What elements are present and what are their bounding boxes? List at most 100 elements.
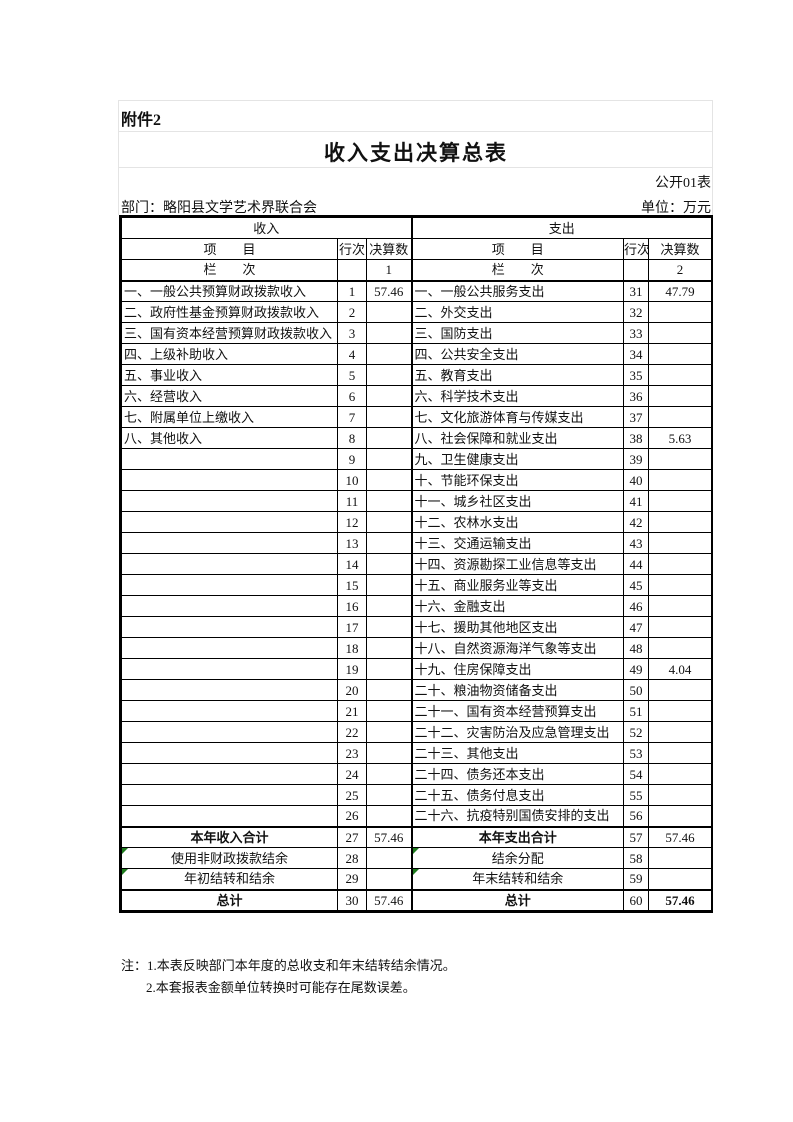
income-rowno-cell: 14 <box>337 553 367 575</box>
income-item-cell: 三、国有资本经营预算财政拨款收入 <box>121 322 338 344</box>
table-row: 16 十六、金融支出 46 <box>121 595 712 617</box>
expense-amount-cell <box>648 553 712 575</box>
expense-amount-cell <box>648 637 712 659</box>
expense-rowno-cell: 34 <box>623 343 649 365</box>
table-row: 13 十三、交通运输支出 43 <box>121 532 712 554</box>
expense-item-cell: 本年支出合计 <box>410 825 624 848</box>
expense-item-cell: 二十六、抗疫特别国债安排的支出 <box>410 805 624 827</box>
expense-rowno-cell: 38 <box>623 427 649 449</box>
expense-amount-cell: 47.79 <box>648 280 712 302</box>
income-amount-cell <box>366 364 412 386</box>
expense-amount-cell <box>648 868 712 890</box>
income-rowno-cell: 3 <box>337 322 367 344</box>
expense-rowno-cell: 49 <box>623 658 649 680</box>
income-item-cell: 使用非财政拨款结余 <box>121 847 338 869</box>
budget-summary-table: 收入 支出 项 目 行次 决算数 项 目 行次 决算数 栏 次 1 栏 次 2 … <box>119 215 713 913</box>
income-amount-cell <box>366 343 412 365</box>
income-item-cell: 八、其他收入 <box>121 427 338 449</box>
column-header-row: 项 目 行次 决算数 项 目 行次 决算数 <box>121 238 712 260</box>
income-rowno-cell: 28 <box>337 847 367 869</box>
expense-item-cell: 十七、援助其他地区支出 <box>410 616 624 638</box>
income-amount-cell <box>366 805 412 827</box>
income-amount-cell <box>366 574 412 596</box>
table-row: 一、一般公共预算财政拨款收入 1 57.46 一、一般公共服务支出 31 47.79 <box>121 280 712 302</box>
income-amount-cell <box>366 868 412 890</box>
expense-item-cell: 十二、农林水支出 <box>410 511 624 533</box>
income-amount-cell <box>366 700 412 722</box>
expense-item-cell: 十三、交通运输支出 <box>410 532 624 554</box>
expense-rowno-cell: 31 <box>623 280 649 302</box>
expense-rowno-cell: 39 <box>623 448 649 470</box>
income-amount-cell <box>366 637 412 659</box>
expense-item-cell: 十、节能环保支出 <box>410 469 624 491</box>
income-rowno-cell: 2 <box>337 301 367 323</box>
income-item-cell: 本年收入合计 <box>121 825 338 848</box>
expense-item-cell: 九、卫生健康支出 <box>410 448 624 470</box>
expense-rowno-cell: 46 <box>623 595 649 617</box>
expense-item-cell: 五、教育支出 <box>410 364 624 386</box>
income-rowno-cell: 5 <box>337 364 367 386</box>
table-row: 25 二十五、债务付息支出 55 <box>121 784 712 806</box>
income-amount-cell <box>366 847 412 869</box>
expense-item-cell: 十六、金融支出 <box>410 595 624 617</box>
expense-rowno-cell: 60 <box>623 888 649 911</box>
expense-amount-cell <box>648 406 712 428</box>
expense-item-cell: 二十一、国有资本经营预算支出 <box>410 700 624 722</box>
table-row: 19 十九、住房保障支出 49 4.04 <box>121 658 712 680</box>
expense-rowno-cell: 52 <box>623 721 649 743</box>
income-amount-cell <box>366 763 412 785</box>
income-item-cell: 一、一般公共预算财政拨款收入 <box>121 280 338 302</box>
income-rowno-cell: 19 <box>337 658 367 680</box>
expense-amount-cell <box>648 301 712 323</box>
expense-rowno-cell: 54 <box>623 763 649 785</box>
expense-amount-cell <box>648 805 712 827</box>
expense-amount-cell: 5.63 <box>648 427 712 449</box>
income-item-cell <box>121 448 338 470</box>
income-item-cell <box>121 658 338 680</box>
expense-amount-cell <box>648 385 712 407</box>
table-row: 10 十、节能环保支出 40 <box>121 469 712 491</box>
table-row: 五、事业收入 5 五、教育支出 35 <box>121 364 712 386</box>
income-item-cell: 六、经营收入 <box>121 385 338 407</box>
expense-rowno-cell: 35 <box>623 364 649 386</box>
expense-rowno-cell: 47 <box>623 616 649 638</box>
income-amount-cell <box>366 448 412 470</box>
income-amount-cell <box>366 385 412 407</box>
income-rowno-cell: 6 <box>337 385 367 407</box>
income-amount-cell <box>366 490 412 512</box>
department-label: 部门：略阳县文学艺术界联合会 <box>121 201 317 216</box>
expense-rowno-cell: 44 <box>623 553 649 575</box>
expense-amount-cell <box>648 616 712 638</box>
income-rowno-cell: 17 <box>337 616 367 638</box>
income-amount-cell <box>366 469 412 491</box>
income-amount-cell <box>366 616 412 638</box>
income-item-cell <box>121 532 338 554</box>
income-rowno-header: 行次 <box>337 238 367 260</box>
income-rowno-cell: 4 <box>337 343 367 365</box>
expense-amount-cell <box>648 469 712 491</box>
expense-item-cell: 一、一般公共服务支出 <box>410 280 624 302</box>
income-item-cell <box>121 679 338 701</box>
income-index-label: 栏 次 <box>121 259 338 282</box>
expense-rowno-cell: 40 <box>623 469 649 491</box>
table-row: 六、经营收入 6 六、科学技术支出 36 <box>121 385 712 407</box>
expense-amount-cell <box>648 679 712 701</box>
expense-amount-cell <box>648 700 712 722</box>
summary-row: 使用非财政拨款结余 28 结余分配 58 <box>121 847 712 869</box>
expense-rowno-cell: 59 <box>623 868 649 890</box>
table-row: 23 二十三、其他支出 53 <box>121 742 712 764</box>
excel-error-indicator-icon <box>413 869 419 875</box>
expense-amount-cell <box>648 490 712 512</box>
expense-item-cell: 年末结转和结余 <box>410 868 624 890</box>
column-index-row: 栏 次 1 栏 次 2 <box>121 259 712 282</box>
income-amount-cell <box>366 322 412 344</box>
income-item-cell <box>121 742 338 764</box>
expense-index-label: 栏 次 <box>410 259 624 282</box>
income-rowno-cell: 22 <box>337 721 367 743</box>
expense-item-cell: 十一、城乡社区支出 <box>410 490 624 512</box>
expense-amount-cell: 57.46 <box>648 825 712 848</box>
expense-amount-cell <box>648 343 712 365</box>
expense-amount-cell <box>648 322 712 344</box>
expense-index-number: 2 <box>648 259 712 282</box>
income-rowno-cell: 27 <box>337 825 367 848</box>
